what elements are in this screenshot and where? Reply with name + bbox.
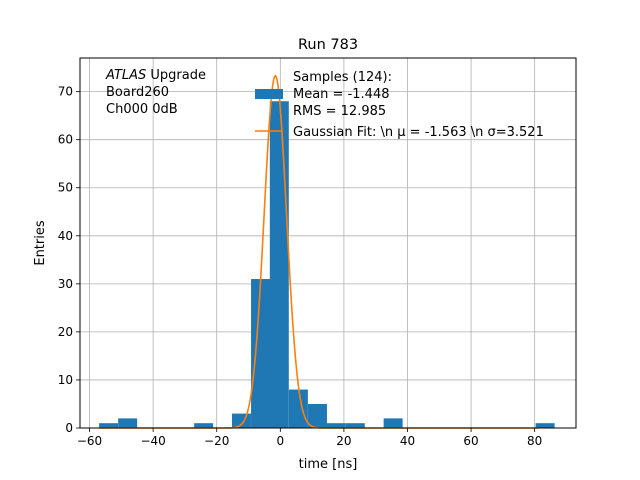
y-tick-label: 0 [65, 421, 73, 435]
x-tick-label: 40 [400, 434, 415, 448]
histogram-bar [118, 418, 138, 428]
y-tick-label: 30 [58, 277, 73, 291]
histogram-bar [326, 423, 346, 428]
y-axis-ticks: 0 10 20 30 40 50 60 70 [58, 85, 80, 435]
annotation-italic: ATLAS [105, 68, 146, 83]
y-tick-label: 60 [58, 133, 73, 147]
histogram-bar [288, 389, 308, 428]
y-tick-label: 40 [58, 229, 73, 243]
x-tick-label: 0 [276, 434, 284, 448]
x-tick-label: 80 [527, 434, 542, 448]
histogram-bar [194, 423, 214, 428]
histogram-bar [383, 418, 403, 428]
plot-frame [79, 57, 577, 429]
x-axis-label: time [ns] [299, 457, 358, 472]
annotation-line: Ch000 0dB [106, 102, 178, 117]
annotation-line: Board260 [106, 85, 169, 100]
y-tick-label: 70 [58, 85, 73, 99]
x-tick-label: −40 [140, 434, 165, 448]
histogram-bar [231, 413, 251, 428]
legend: Samples (124): Mean = -1.448 RMS = 12.98… [255, 70, 544, 140]
annotation-line: ATLAS Upgrade [105, 68, 206, 83]
y-axis-label: Entries [33, 220, 48, 266]
legend-samples-text: Samples (124): [293, 70, 392, 85]
histogram-bar [345, 423, 365, 428]
x-axis-ticks: −60 −40 −20 0 20 40 60 80 [77, 428, 542, 448]
histogram-bar [269, 101, 289, 428]
legend-samples-text: Mean = -1.448 [293, 87, 389, 102]
x-tick-label: −60 [77, 434, 102, 448]
x-tick-label: 60 [463, 434, 478, 448]
histogram-bars [99, 101, 555, 428]
x-tick-label: 20 [336, 434, 351, 448]
atlas-annotation: ATLAS Upgrade Board260 Ch000 0dB [105, 68, 206, 117]
histogram-bar [251, 279, 271, 428]
histogram-bar [535, 423, 555, 428]
chart-title: Run 783 [298, 37, 358, 53]
annotation-text: Ch000 0dB [106, 102, 178, 117]
legend-samples-swatch [255, 89, 283, 99]
histogram-bar [99, 423, 119, 428]
annotation-text: Board260 [106, 85, 169, 100]
y-tick-label: 10 [58, 373, 73, 387]
y-tick-label: 20 [58, 325, 73, 339]
y-tick-label: 50 [58, 181, 73, 195]
legend-samples-text: RMS = 12.985 [293, 104, 386, 119]
annotation-text: Upgrade [146, 68, 206, 83]
histogram-bar [307, 403, 327, 428]
x-tick-label: −20 [204, 434, 229, 448]
legend-fit-text: Gaussian Fit: \n μ = -1.563 \n σ=3.521 [293, 125, 544, 140]
